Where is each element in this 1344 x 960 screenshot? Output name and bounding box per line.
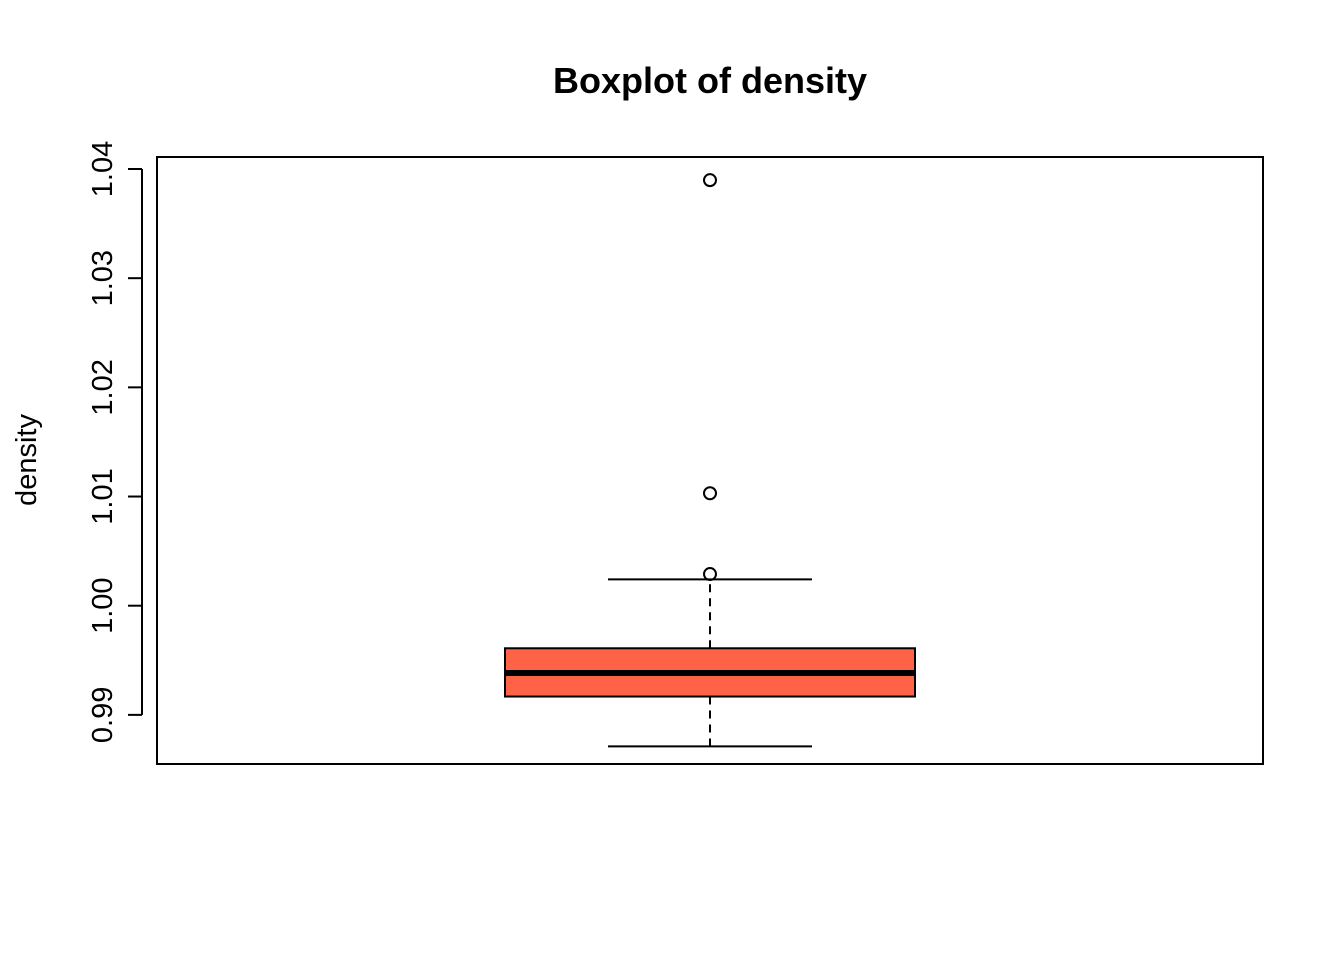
y-axis: 0.99 1.00 1.01 1.02 1.03 1.04 — [87, 141, 143, 743]
chart-title: Boxplot of density — [553, 60, 867, 101]
plot-frame — [156, 156, 1264, 765]
y-tick-label: 1.01 — [87, 468, 119, 524]
y-tick-label: 1.02 — [87, 359, 119, 415]
y-tick-label: 1.04 — [87, 141, 119, 197]
y-tick-label: 1.03 — [87, 250, 119, 306]
outlier-point — [703, 567, 717, 582]
outlier-point — [703, 173, 717, 188]
y-axis-label: density — [11, 414, 43, 506]
y-tick-label: 0.99 — [87, 687, 119, 743]
y-tick-label: 1.00 — [87, 577, 119, 633]
outlier-point — [703, 486, 717, 501]
box-series — [504, 173, 916, 748]
